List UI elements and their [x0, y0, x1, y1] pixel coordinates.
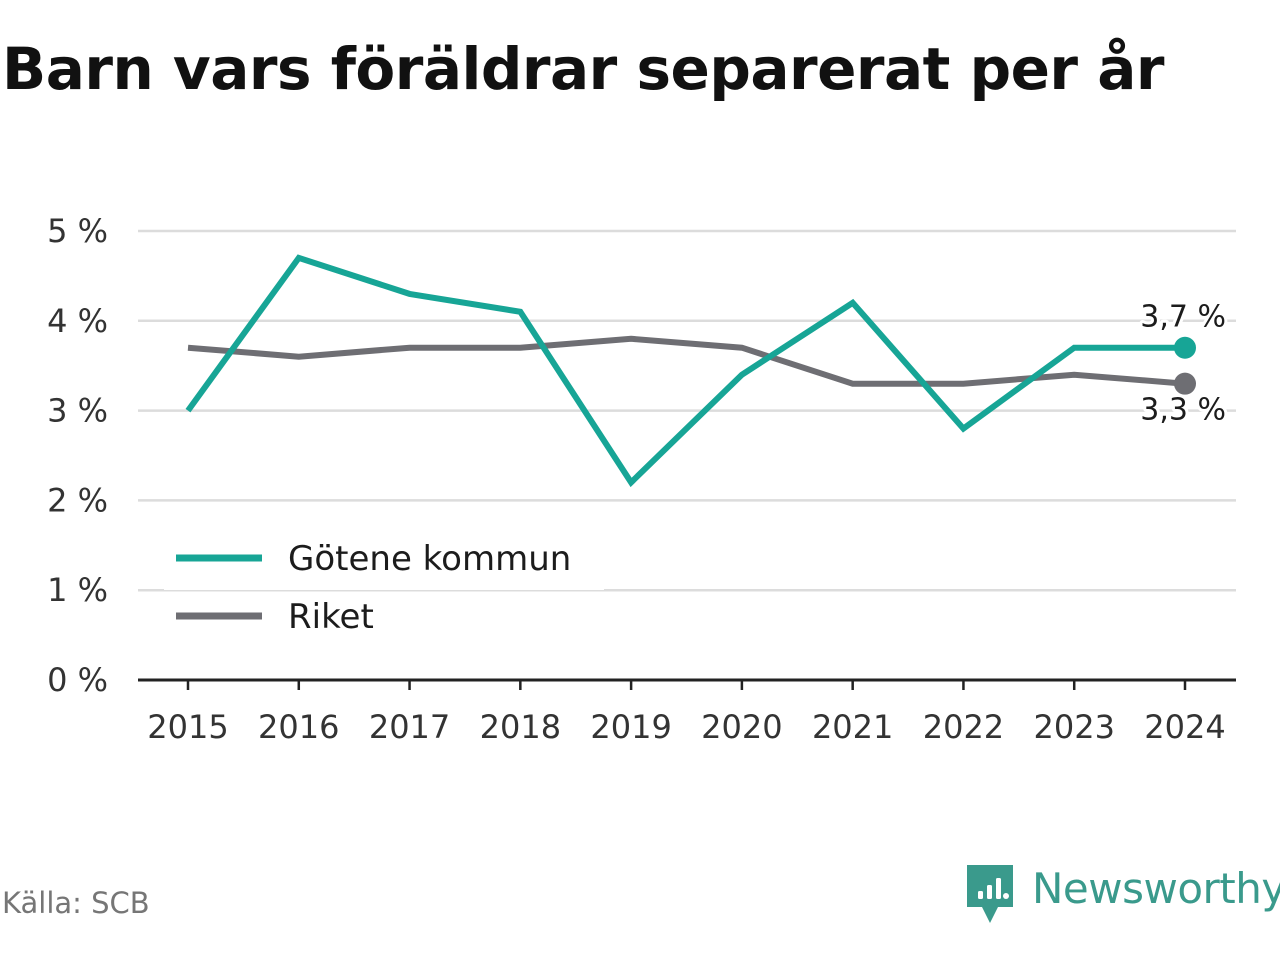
brand-logo: Newsworthy — [964, 862, 1280, 926]
series-line-gotene-kommun — [185, 254, 1185, 488]
series-line-riket — [187, 335, 1186, 387]
x-tick-label: 2018 — [480, 708, 561, 746]
y-tick-label: 5 % — [47, 212, 108, 250]
legend-label: Riket — [288, 597, 374, 637]
chart-title: Barn vars föräldrar separerat per år — [2, 35, 1164, 103]
x-tick-label: 2016 — [258, 708, 339, 746]
newsworthy-logo-icon — [967, 865, 1013, 923]
series-lines — [185, 254, 1186, 488]
y-tick-label: 1 % — [47, 571, 108, 609]
legend: Götene kommun Riket — [164, 528, 604, 637]
x-axis: 2015 2016 2017 2018 2019 2020 2021 2022 2023 2024 — [138, 678, 1236, 746]
x-tick-label: 2024 — [1144, 708, 1225, 746]
y-axis-tick-labels: 0 % 1 % 2 % 3 % 4 % 5 % — [47, 212, 108, 699]
x-tick-label: 2023 — [1034, 708, 1115, 746]
x-tick-label: 2020 — [701, 708, 782, 746]
y-tick-label: 0 % — [47, 661, 108, 699]
y-tick-label: 3 % — [47, 392, 108, 430]
x-tick-label: 2022 — [923, 708, 1004, 746]
y-tick-label: 2 % — [47, 481, 108, 519]
x-tick-label: 2021 — [812, 708, 893, 746]
x-tick-label: 2015 — [147, 708, 228, 746]
x-tick-label: 2017 — [369, 708, 450, 746]
y-tick-label: 4 % — [47, 302, 108, 340]
brand-name: Newsworthy — [1032, 864, 1280, 913]
end-value-label: 3,7 % — [1140, 300, 1226, 335]
end-value-label: 3,3 % — [1140, 393, 1226, 428]
gridlines — [138, 229, 1236, 592]
end-markers: 3,7 % 3,3 % — [1137, 297, 1229, 431]
end-marker — [1174, 336, 1196, 359]
source-label: Källa: SCB — [2, 886, 150, 920]
legend-label: Götene kommun — [288, 539, 571, 579]
x-tick-label: 2019 — [590, 708, 671, 746]
end-marker — [1174, 372, 1196, 395]
